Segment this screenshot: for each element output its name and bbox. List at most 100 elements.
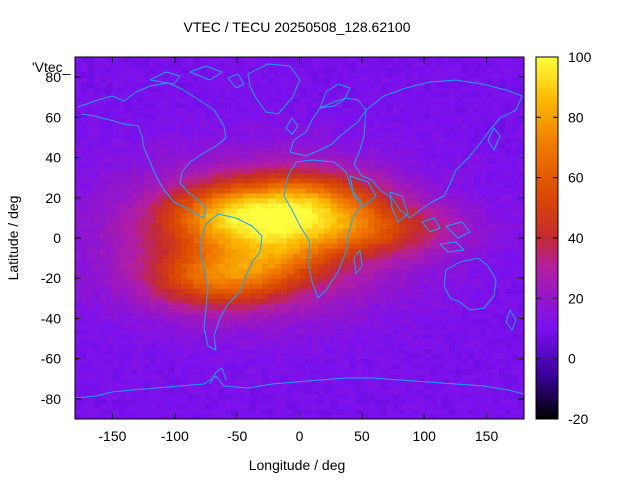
heatmap-cell <box>174 318 182 325</box>
heatmap-cell <box>299 313 307 320</box>
heatmap-cell <box>424 278 432 284</box>
heatmap-cell <box>81 403 89 410</box>
heatmap-cell <box>287 222 294 229</box>
heatmap-cell <box>174 222 182 229</box>
heatmap-cell <box>156 202 163 209</box>
heatmap-cell <box>380 122 388 128</box>
heatmap-cell <box>374 112 382 118</box>
heatmap-cell <box>287 182 294 189</box>
heatmap-cell <box>212 232 220 239</box>
heatmap-cell <box>124 348 132 355</box>
heatmap-cell <box>311 127 319 134</box>
heatmap-cell <box>368 413 375 419</box>
heatmap-cell <box>162 288 170 294</box>
heatmap-cell <box>87 268 95 274</box>
heatmap-cell <box>174 72 182 78</box>
heatmap-cell <box>374 87 382 93</box>
heatmap-cell <box>399 408 407 415</box>
heatmap-cell <box>393 127 400 134</box>
heatmap-cell <box>467 112 475 118</box>
heatmap-cell <box>293 192 301 199</box>
heatmap-cell <box>124 363 132 370</box>
heatmap-cell <box>467 278 475 284</box>
heatmap-cell <box>343 147 350 154</box>
heatmap-cell <box>131 117 138 123</box>
heatmap-cell <box>174 408 182 415</box>
heatmap-cell <box>430 132 438 139</box>
heatmap-cell <box>199 117 207 123</box>
heatmap-cell <box>106 97 114 103</box>
heatmap-cell <box>399 268 407 274</box>
heatmap-cell <box>499 167 506 174</box>
heatmap-cell <box>336 308 344 315</box>
heatmap-cell <box>93 227 101 234</box>
heatmap-cell <box>293 82 301 88</box>
heatmap-cell <box>224 308 232 315</box>
heatmap-cell <box>174 248 182 254</box>
heatmap-cell <box>287 313 294 320</box>
heatmap-cell <box>75 253 82 259</box>
heatmap-cell <box>505 403 513 410</box>
heatmap-cell <box>374 393 382 400</box>
heatmap-cell <box>199 253 207 259</box>
heatmap-cell <box>212 147 220 154</box>
heatmap-cell <box>249 92 257 98</box>
heatmap-cell <box>386 298 394 304</box>
heatmap-cell <box>118 278 126 284</box>
heatmap-cell <box>461 207 469 214</box>
heatmap-cell <box>224 293 232 299</box>
heatmap-cell <box>143 162 151 169</box>
heatmap-cell <box>318 152 326 159</box>
heatmap-cell <box>399 217 407 224</box>
heatmap-cell <box>249 408 257 415</box>
heatmap-cell <box>218 142 226 149</box>
heatmap-cell <box>224 172 232 179</box>
heatmap-cell <box>124 343 132 350</box>
heatmap-cell <box>474 388 481 395</box>
heatmap-cell <box>324 172 332 179</box>
heatmap-cell <box>280 398 288 405</box>
heatmap-cell <box>106 122 114 128</box>
heatmap-cell <box>243 192 251 199</box>
heatmap-cell <box>299 232 307 239</box>
heatmap-cell <box>455 57 463 63</box>
heatmap-cell <box>218 318 226 325</box>
heatmap-cell <box>87 142 95 149</box>
heatmap-cell <box>417 162 425 169</box>
heatmap-cell <box>143 222 151 229</box>
heatmap-cell <box>199 408 207 415</box>
heatmap-cell <box>168 172 176 179</box>
heatmap-cell <box>187 182 195 189</box>
heatmap-cell <box>368 258 375 264</box>
heatmap-cell <box>455 278 463 284</box>
heatmap-cell <box>268 187 276 194</box>
heatmap-cell <box>112 333 120 340</box>
heatmap-cell <box>106 227 114 234</box>
heatmap-cell <box>218 97 226 103</box>
heatmap-cell <box>81 112 89 118</box>
heatmap-cell <box>305 212 313 219</box>
heatmap-cell <box>230 62 238 68</box>
heatmap-cell <box>442 313 450 320</box>
heatmap-cell <box>174 172 182 179</box>
heatmap-cell <box>99 212 107 219</box>
heatmap-cell <box>411 373 419 380</box>
heatmap-cell <box>449 363 457 370</box>
heatmap-cell <box>205 263 213 269</box>
heatmap-cell <box>168 212 176 219</box>
heatmap-cell <box>405 408 413 415</box>
heatmap-cell <box>262 393 269 400</box>
heatmap-cell <box>417 102 425 108</box>
heatmap-cell <box>137 378 145 385</box>
heatmap-cell <box>442 142 450 149</box>
heatmap-cell <box>486 273 494 279</box>
heatmap-cell <box>417 298 425 304</box>
heatmap-cell <box>349 318 357 325</box>
heatmap-cell <box>124 283 132 289</box>
heatmap-cell <box>237 413 244 419</box>
heatmap-cell <box>93 293 101 299</box>
heatmap-cell <box>499 202 506 209</box>
heatmap-cell <box>380 67 388 73</box>
heatmap-cell <box>287 383 294 390</box>
heatmap-cell <box>268 293 276 299</box>
